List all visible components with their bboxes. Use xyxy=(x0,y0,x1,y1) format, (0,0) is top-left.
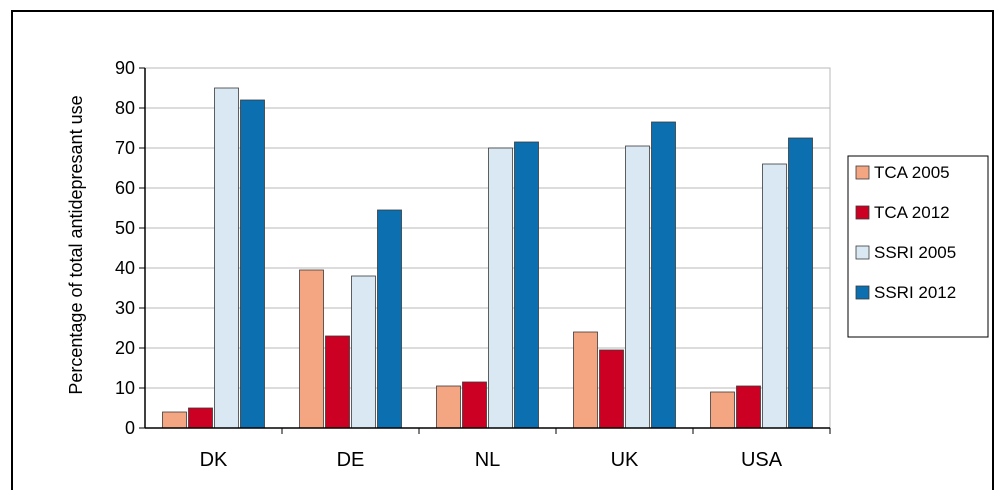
x-tick-label: USA xyxy=(741,449,783,471)
bar-tca-2005-usa xyxy=(710,391,735,429)
bar-tca-2012-uk xyxy=(599,349,624,429)
x-tick-label: DE xyxy=(337,449,365,471)
bar-ssri-2005-usa xyxy=(762,163,787,429)
bar-tca-2005-de xyxy=(299,269,324,429)
bar-ssri-2012-dk xyxy=(240,99,265,429)
bar-ssri-2005-uk xyxy=(625,145,650,429)
y-tick-label: 80 xyxy=(115,98,135,118)
y-tick-label: 60 xyxy=(115,178,135,198)
bar-tca-2005-uk xyxy=(573,331,598,429)
bar-tca-2005-dk xyxy=(162,411,187,429)
x-tick-label: UK xyxy=(611,449,639,471)
y-tick-label: 30 xyxy=(115,298,135,318)
y-tick-label: 70 xyxy=(115,138,135,158)
legend-swatch xyxy=(855,285,870,300)
y-tick-label: 50 xyxy=(115,218,135,238)
x-tick-label: NL xyxy=(475,449,501,471)
bars xyxy=(162,87,813,429)
bar-tca-2012-usa xyxy=(736,385,761,429)
bar-ssri-2012-de xyxy=(377,209,402,429)
bar-ssri-2005-de xyxy=(351,275,376,429)
y-tick-label: 0 xyxy=(125,418,135,438)
y-axis-label: Percentage of total antidepresant use xyxy=(66,95,86,394)
legend-swatch xyxy=(855,245,870,260)
y-tick-label: 40 xyxy=(115,258,135,278)
legend: TCA 2005 TCA 2012 SSRI 2005 SSRI 2012 xyxy=(847,155,989,338)
y-tick-label: 10 xyxy=(115,378,135,398)
bar-chart: 0 10 20 30 40 50 60 70 80 90 DK DE NL UK USA Percentag… xyxy=(66,58,989,471)
legend-label: TCA 2005 xyxy=(874,163,950,182)
bar-ssri-2012-nl xyxy=(514,141,539,429)
legend-box xyxy=(847,155,989,338)
legend-label: SSRI 2005 xyxy=(874,243,956,262)
legend-label: TCA 2012 xyxy=(874,203,950,222)
bar-ssri-2005-nl xyxy=(488,147,513,429)
chart-frame xyxy=(11,10,994,490)
legend-label: SSRI 2012 xyxy=(874,283,956,302)
x-tick-label: DK xyxy=(200,449,228,471)
legend-swatch xyxy=(855,165,870,180)
legend-swatch xyxy=(855,205,870,220)
y-tick-label: 20 xyxy=(115,338,135,358)
bar-tca-2012-de xyxy=(325,335,350,429)
bar-ssri-2012-uk xyxy=(651,121,676,429)
bar-ssri-2005-dk xyxy=(214,87,239,429)
y-tick-label: 90 xyxy=(115,58,135,78)
bar-tca-2005-nl xyxy=(436,385,461,429)
axes: 0 10 20 30 40 50 60 70 80 90 DK DE NL UK USA xyxy=(115,58,831,471)
bar-ssri-2012-usa xyxy=(788,137,813,429)
bar-tca-2012-nl xyxy=(462,381,487,429)
bar-tca-2012-dk xyxy=(188,407,213,429)
